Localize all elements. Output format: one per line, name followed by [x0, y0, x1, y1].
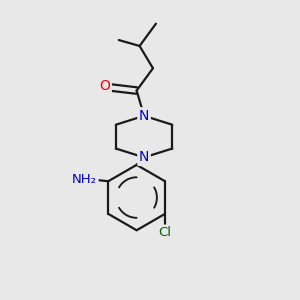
Text: N: N	[139, 109, 149, 123]
Text: NH₂: NH₂	[72, 173, 97, 186]
Text: O: O	[99, 79, 110, 93]
Text: Cl: Cl	[158, 226, 171, 239]
Text: N: N	[139, 150, 149, 164]
